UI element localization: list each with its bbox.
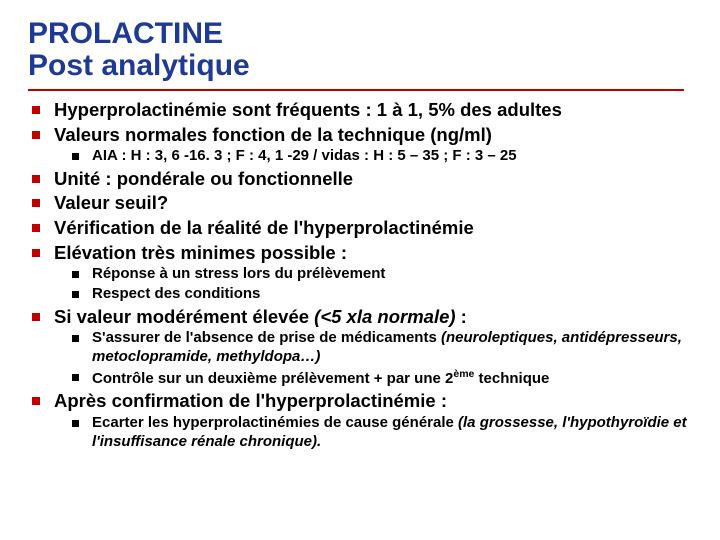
title-line-1: PROLACTINE — [28, 18, 692, 50]
text-sup: ème — [453, 368, 474, 380]
text: Réponse à un stress lors du prélèvement — [92, 265, 385, 282]
text: Si valeur modérément élevée — [54, 306, 314, 327]
text: S'assurer de l'absence de prise de médic… — [92, 329, 441, 346]
text: technique — [474, 370, 549, 387]
list-item: Ecarter les hyperprolactinémies de cause… — [70, 414, 692, 452]
list-item: Valeurs normales fonction de la techniqu… — [28, 124, 692, 166]
text-italic: (<5 xla normale) — [314, 306, 455, 327]
slide-title: PROLACTINE Post analytique — [28, 18, 692, 81]
list-item: S'assurer de l'absence de prise de médic… — [70, 329, 692, 367]
list-item: Hyperprolactinémie sont fréquents : 1 à … — [28, 99, 692, 122]
text: Hyperprolactinémie sont fréquents : 1 à … — [54, 99, 562, 120]
text: Valeurs normales fonction de la techniqu… — [54, 124, 492, 145]
title-underline — [28, 89, 684, 91]
text: AIA : H : 3, 6 -16. 3 ; F : 4, 1 -29 / v… — [92, 147, 517, 164]
list-item: Respect des conditions — [70, 285, 692, 304]
list-item: Réponse à un stress lors du prélèvement — [70, 265, 692, 284]
text: Elévation très minimes possible : — [54, 242, 347, 263]
list-item: Valeur seuil? — [28, 192, 692, 215]
text: Unité : pondérale ou fonctionnelle — [54, 168, 353, 189]
list-item: Elévation très minimes possible : Répons… — [28, 242, 692, 304]
text: : — [456, 306, 467, 327]
list-item: Après confirmation de l'hyperprolactiném… — [28, 390, 692, 451]
list-item: Contrôle sur un deuxième prélèvement + p… — [70, 368, 692, 389]
list-item: Si valeur modérément élevée (<5 xla norm… — [28, 306, 692, 389]
title-line-2: Post analytique — [28, 50, 692, 82]
text: Respect des conditions — [92, 285, 260, 302]
text: Après confirmation de l'hyperprolactiném… — [54, 390, 447, 411]
list-item: Unité : pondérale ou fonctionnelle — [28, 168, 692, 191]
list-item: Vérification de la réalité de l'hyperpro… — [28, 217, 692, 240]
text: Contrôle sur un deuxième prélèvement + p… — [92, 370, 453, 387]
list-item: AIA : H : 3, 6 -16. 3 ; F : 4, 1 -29 / v… — [70, 147, 692, 166]
slide: PROLACTINE Post analytique Hyperprolacti… — [0, 0, 720, 540]
text: Valeur seuil? — [54, 192, 168, 213]
text: Vérification de la réalité de l'hyperpro… — [54, 217, 474, 238]
text: Ecarter les hyperprolactinémies de cause… — [92, 414, 458, 431]
bullet-list: Hyperprolactinémie sont fréquents : 1 à … — [28, 99, 692, 452]
